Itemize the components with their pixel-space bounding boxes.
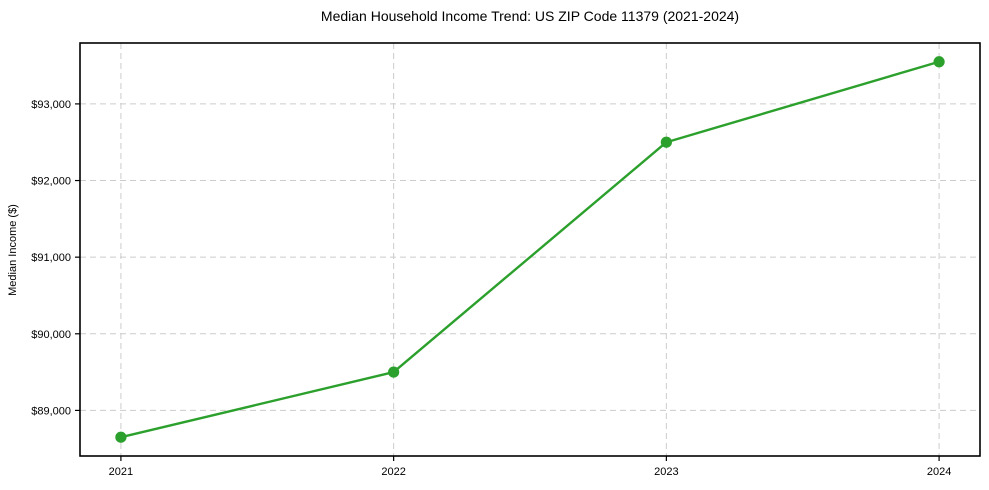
- series-line: [119, 60, 941, 439]
- y-tick-label: $91,000: [31, 252, 71, 264]
- x-tick-label: 2021: [109, 466, 133, 478]
- y-tick-label: $93,000: [31, 99, 71, 111]
- data-point-marker: [388, 366, 400, 378]
- y-tick-label: $92,000: [31, 176, 71, 188]
- y-tick-label: $89,000: [31, 405, 71, 417]
- chart-title: Median Household Income Trend: US ZIP Co…: [321, 8, 739, 24]
- data-point-marker: [933, 56, 945, 68]
- data-point-marker: [115, 431, 127, 443]
- x-tick-label: 2024: [927, 466, 951, 478]
- y-tick-label: $90,000: [31, 329, 71, 341]
- x-tick-label: 2022: [381, 466, 405, 478]
- x-tick-label: 2023: [654, 466, 678, 478]
- data-point-marker: [660, 136, 672, 148]
- plot-layer: 2021 2022 2023 2024 $89,000 $90,000 $91,000 $92…: [31, 42, 981, 478]
- plot-spines: [79, 42, 981, 457]
- y-axis-label: Median Income ($): [7, 204, 19, 296]
